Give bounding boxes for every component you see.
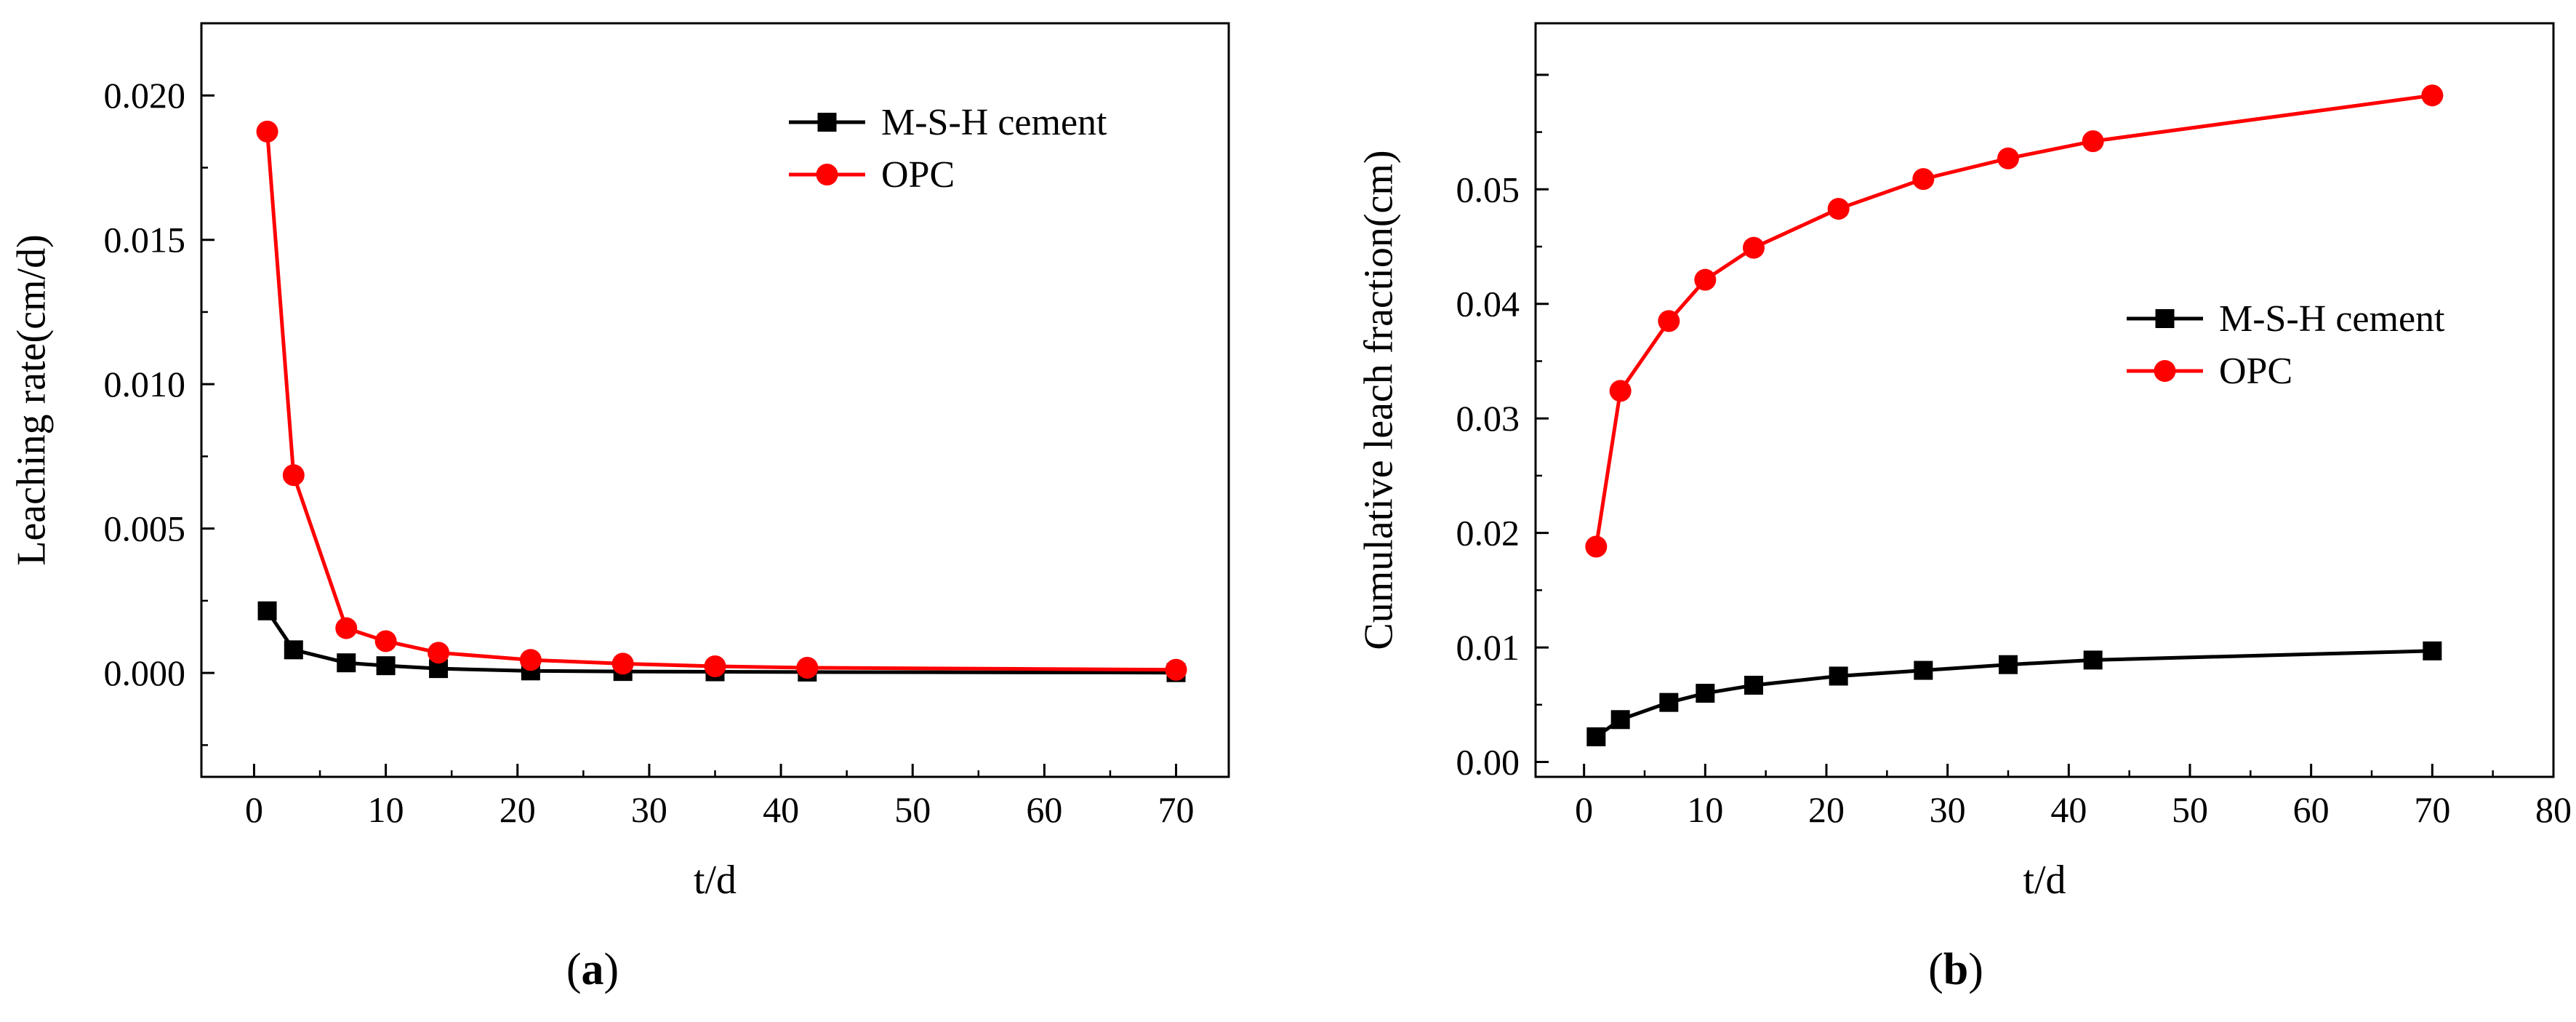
- y-tick-label: 0.05: [1456, 169, 1520, 209]
- panel-a-chart: 0 10 20 30 40 50 60 70 0.000 0.005 0.010 0.015 0.020…: [9, 22, 1230, 903]
- x-tick-label: 10: [368, 789, 404, 830]
- data-point-msh: [376, 656, 396, 676]
- y-tick-label: 0.010: [104, 364, 186, 404]
- panel-b-caption-letter: b: [1943, 945, 1968, 994]
- series-line-msh: [265, 610, 1176, 675]
- y-tick-label: 0.020: [104, 75, 186, 116]
- x-tick-label: 70: [1158, 789, 1195, 830]
- data-point-opc: [611, 652, 634, 675]
- data-point-msh: [1999, 655, 2018, 674]
- y-tick-label: 0.005: [104, 508, 186, 549]
- x-tick-label: 60: [2293, 789, 2330, 830]
- data-point-msh: [257, 601, 277, 620]
- data-point-opc: [796, 656, 819, 679]
- legend-marker-square: [817, 113, 837, 132]
- x-axis-title: t/d: [694, 858, 737, 903]
- data-point-msh: [2083, 650, 2103, 670]
- series-line-opc: [265, 131, 1176, 672]
- data-point-msh: [2423, 641, 2442, 660]
- legend-marker-circle: [2154, 360, 2176, 382]
- data-point-msh: [1744, 676, 1763, 695]
- x-tick-label: 50: [2172, 789, 2208, 830]
- series-line-msh: [1594, 649, 2433, 738]
- data-point-opc: [428, 642, 450, 664]
- y-axis-title: Leaching rate(cm/d): [9, 234, 55, 566]
- x-tick-label: 30: [631, 789, 667, 830]
- data-point-opc: [1827, 198, 1850, 220]
- x-tick-label: 20: [499, 789, 536, 830]
- data-point-opc: [704, 655, 726, 677]
- data-point-opc: [2082, 130, 2104, 153]
- x-tick-label: 20: [1808, 789, 1845, 830]
- x-tick-label: 30: [1930, 789, 1966, 830]
- legend-label: M-S-H cement: [881, 102, 1107, 143]
- x-tick-label: 40: [2050, 789, 2087, 830]
- panel-b-chart: 0 10 20 30 40 50 60 70 80 0.00 0.01 0.02 0.03 0.04 0.0…: [1357, 22, 2572, 903]
- legend-label: OPC: [2219, 351, 2292, 392]
- y-tick-label: 0.04: [1456, 284, 1520, 324]
- data-point-msh: [1914, 660, 1933, 680]
- data-point-opc: [2421, 84, 2444, 107]
- panel-a-caption: (a): [566, 945, 619, 994]
- data-point-opc: [1694, 268, 1717, 291]
- x-tick-label: 50: [894, 789, 931, 830]
- x-tick-label: 40: [763, 789, 799, 830]
- y-tick-label: 0.000: [104, 652, 186, 693]
- data-point-opc: [1658, 310, 1680, 332]
- data-point-opc: [1997, 147, 2019, 169]
- plot-frame: [1534, 22, 2555, 778]
- legend-marker-circle: [816, 164, 838, 185]
- y-tick-label: 0.03: [1456, 398, 1520, 439]
- x-tick-label: 10: [1687, 789, 1723, 830]
- x-tick-label: 0: [1575, 789, 1593, 830]
- y-tick-label: 0.00: [1456, 742, 1520, 783]
- data-point-msh: [284, 640, 303, 660]
- x-tick-label: 80: [2535, 789, 2572, 830]
- data-point-opc: [519, 649, 542, 671]
- y-axis-title: Cumulative leach fraction(cm): [1357, 150, 1402, 650]
- x-tick-label: 70: [2414, 789, 2450, 830]
- data-point-opc: [374, 630, 397, 652]
- x-tick-label: 0: [245, 789, 263, 830]
- y-tick-label: 0.015: [104, 220, 186, 260]
- x-axis-title: t/d: [2023, 858, 2066, 903]
- series-line-opc: [1594, 93, 2433, 547]
- data-point-msh: [1696, 684, 1715, 703]
- y-tick-label: 0.02: [1456, 513, 1520, 554]
- data-point-opc: [282, 464, 305, 487]
- data-point-opc: [1609, 380, 1632, 402]
- data-point-msh: [337, 653, 356, 673]
- y-tick-label: 0.01: [1456, 627, 1520, 668]
- panel-a-caption-letter: a: [582, 945, 604, 994]
- data-point-opc: [1165, 658, 1187, 681]
- x-tick-label: 60: [1026, 789, 1062, 830]
- data-point-opc: [335, 617, 358, 639]
- data-point-opc: [1912, 168, 1935, 191]
- data-point-opc: [1585, 535, 1608, 558]
- data-point-msh: [1829, 666, 1848, 686]
- data-point-msh: [1659, 692, 1679, 712]
- legend-label: M-S-H cement: [2219, 298, 2445, 340]
- panel-b-caption: (b): [1928, 945, 1983, 994]
- data-point-opc: [1743, 236, 1765, 259]
- legend-label: OPC: [881, 154, 955, 196]
- data-point-msh: [1586, 727, 1606, 746]
- data-point-opc: [256, 120, 278, 143]
- legend-marker-square: [2155, 309, 2175, 328]
- data-point-msh: [1610, 710, 1630, 730]
